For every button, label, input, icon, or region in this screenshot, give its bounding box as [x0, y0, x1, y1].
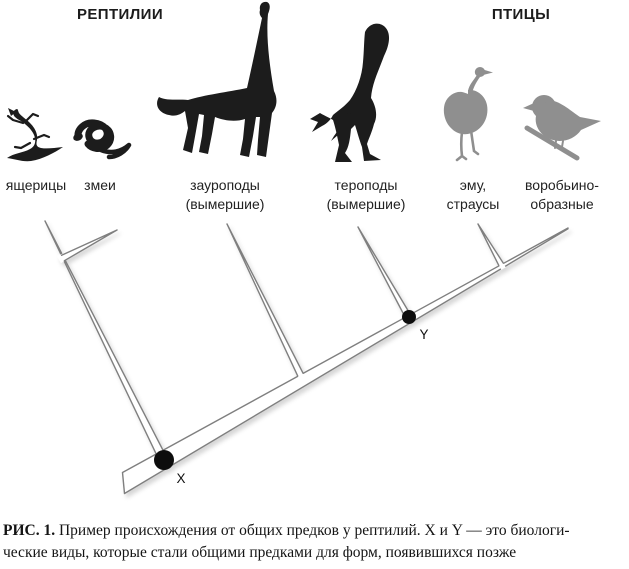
- taxon-label-line: ящерицы: [5, 177, 67, 193]
- taxon-label-line: эму,: [459, 177, 487, 193]
- caption-line-2: ческие виды, которые стали общими предка…: [3, 544, 517, 561]
- taxon-label-theropods: тероподы (вымершие): [311, 176, 421, 213]
- caption-line-1-text: Пример происхождения от общих предков у …: [58, 522, 570, 539]
- taxon-label-emu-ostriches: эму, страусы: [428, 176, 518, 213]
- taxon-label-line: (вымершие): [185, 195, 265, 212]
- taxon-label-line: страусы: [446, 195, 500, 212]
- sauropod-branch-outline: [226, 223, 304, 377]
- ancestor-node-x: [154, 450, 174, 470]
- figure-caption: РИС. 1. Пример происхождения от общих пр…: [3, 520, 627, 564]
- perching-bird-silhouette-icon: [523, 95, 601, 161]
- theropod-branch-outline: [357, 226, 413, 321]
- group-header-birds: ПТИЦЫ: [491, 6, 551, 23]
- taxon-label-line: (вымершие): [326, 195, 406, 212]
- lizard-silhouette-icon: [6, 108, 63, 162]
- taxon-label-line: тероподы: [334, 177, 398, 193]
- caption-prefix: РИС. 1.: [3, 522, 56, 539]
- group-header-reptiles: РЕПТИЛИИ: [76, 6, 164, 23]
- sauropod-silhouette-icon: [157, 1, 277, 158]
- taxon-label-snakes: змеи: [64, 176, 136, 195]
- ancestor-node-y: [402, 310, 416, 324]
- trunk-branch-outline: [121, 227, 569, 495]
- snake-silhouette-icon: [73, 119, 132, 160]
- node-y-label: Y: [419, 327, 429, 342]
- node-x-label: X: [176, 471, 186, 486]
- taxon-label-line: образные: [530, 195, 594, 212]
- taxon-label-line: зауроподы: [190, 177, 260, 193]
- taxon-label-line: воробьино-: [525, 177, 599, 193]
- taxon-label-lizards: ящерицы: [0, 176, 72, 195]
- taxon-label-passerines: воробьино- образные: [506, 176, 618, 213]
- taxon-label-sauropods: зауроподы (вымершие): [170, 176, 280, 213]
- snake-branch-outline: [60, 229, 118, 262]
- theropod-silhouette-icon: [310, 23, 390, 163]
- emu-ostrich-silhouette-icon: [443, 67, 493, 162]
- taxon-label-line: змеи: [84, 177, 116, 193]
- trunk-branch: [122, 228, 568, 494]
- caption-line-1: РИС. 1. Пример происхождения от общих пр…: [3, 520, 627, 542]
- emu-branch-outline: [477, 223, 504, 267]
